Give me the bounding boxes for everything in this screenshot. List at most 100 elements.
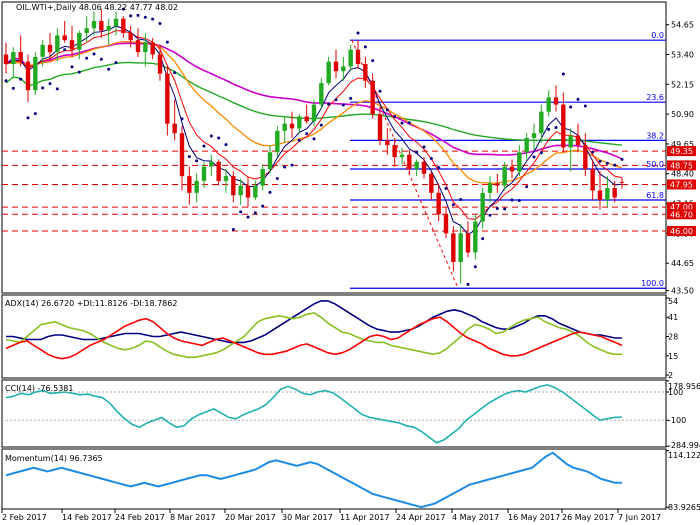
x-tick-label: 11 Apr 2017 bbox=[340, 513, 389, 522]
candle bbox=[18, 35, 23, 67]
candle bbox=[333, 49, 339, 79]
x-tick-label: 7 Jun 2017 bbox=[618, 513, 661, 522]
candle bbox=[465, 221, 471, 258]
momentum-title: Momentum(14) 96.7365 bbox=[5, 454, 103, 463]
y-tick-label: 49.65 bbox=[671, 140, 694, 149]
candle bbox=[143, 33, 148, 67]
candle bbox=[495, 173, 500, 193]
price-tag: 47.95 bbox=[667, 179, 696, 190]
candle bbox=[3, 42, 9, 74]
candle bbox=[509, 159, 515, 179]
y-tick-label: -284.994 bbox=[668, 441, 700, 450]
indicator-line bbox=[5, 311, 622, 359]
candle bbox=[223, 168, 229, 193]
fib-level-label: 61.8 bbox=[646, 191, 664, 200]
candle bbox=[436, 183, 441, 222]
ma-orange-line bbox=[5, 40, 623, 184]
x-tick-label: 8 Mar 2017 bbox=[170, 513, 216, 522]
candle bbox=[84, 16, 89, 43]
candle bbox=[150, 37, 155, 60]
candle bbox=[605, 176, 610, 208]
y-tick-label: 54.65 bbox=[671, 21, 694, 30]
candle bbox=[135, 28, 141, 57]
panel-frame-0 bbox=[1, 1, 667, 294]
candle bbox=[414, 159, 419, 177]
price-tag: 49.35 bbox=[667, 146, 696, 157]
candlesticks bbox=[3, 7, 625, 286]
candle bbox=[231, 171, 236, 203]
x-tick-label: 4 May 2017 bbox=[452, 513, 499, 522]
candle bbox=[194, 173, 199, 203]
panel-frames bbox=[1, 1, 667, 510]
candle bbox=[407, 149, 412, 174]
x-tick-label: 14 Feb 2017 bbox=[62, 513, 112, 522]
cci-title: CCI(14) -76.5381 bbox=[5, 384, 73, 393]
candle bbox=[260, 164, 265, 191]
x-tick-label: 20 Mar 2017 bbox=[225, 513, 276, 522]
candle bbox=[392, 137, 397, 167]
candle bbox=[553, 85, 559, 112]
fib-level-label: 100.0 bbox=[641, 279, 664, 288]
candle bbox=[113, 11, 119, 36]
candle bbox=[612, 180, 617, 203]
y-tick-label: 54 bbox=[668, 297, 678, 306]
candle bbox=[568, 128, 573, 172]
y-tick-label: 100 bbox=[668, 388, 683, 397]
y-tick-label: 52.15 bbox=[671, 80, 694, 89]
candle bbox=[297, 114, 302, 134]
price-tag: 46.70 bbox=[667, 209, 696, 220]
fib-trend-line bbox=[351, 39, 459, 289]
candle bbox=[341, 56, 346, 81]
candle bbox=[69, 25, 75, 57]
svg-text:46.00: 46.00 bbox=[670, 227, 693, 236]
candle bbox=[238, 178, 243, 205]
candle bbox=[355, 40, 361, 69]
y-tick-label: 83.9265 bbox=[668, 503, 700, 512]
svg-text:49.35: 49.35 bbox=[670, 147, 693, 156]
candle bbox=[429, 171, 434, 200]
candle bbox=[245, 176, 251, 208]
panel-frame-3 bbox=[1, 448, 667, 510]
candle bbox=[157, 44, 163, 81]
indicator-line bbox=[5, 316, 623, 360]
candle bbox=[451, 226, 456, 272]
x-axis-labels: 2 Feb 2017 14 Feb 2017 24 Feb 2017 8 Mar 20… bbox=[1, 509, 661, 522]
candle bbox=[289, 111, 295, 138]
candle bbox=[421, 157, 427, 179]
y-tick-label: 2 bbox=[668, 371, 673, 380]
candle bbox=[304, 104, 309, 124]
y-tick-label: 114.1226 bbox=[668, 451, 700, 460]
candle bbox=[458, 223, 463, 284]
candle bbox=[11, 47, 16, 79]
x-tick-label: 30 Mar 2017 bbox=[282, 513, 333, 522]
candle bbox=[531, 123, 537, 150]
y-tick-label: -100 bbox=[668, 416, 686, 425]
candle bbox=[47, 33, 53, 60]
fib-level-label: 0.0 bbox=[651, 31, 664, 40]
candle bbox=[575, 123, 581, 153]
candle bbox=[275, 126, 280, 158]
price-tag: 46.00 bbox=[667, 225, 696, 236]
candle bbox=[370, 73, 375, 119]
fib-level-label: 23.6 bbox=[646, 93, 664, 102]
main-overlays: 0.0 23.6 38.2 50.0 61.8 100.0 bbox=[2, 25, 666, 289]
y-tick-label: 48.40 bbox=[671, 170, 694, 179]
candle bbox=[40, 40, 45, 67]
fib-level-label: 38.2 bbox=[646, 131, 664, 140]
candle bbox=[399, 147, 405, 165]
candle bbox=[121, 16, 126, 38]
x-tick-label: 24 Apr 2017 bbox=[396, 513, 445, 522]
candle bbox=[99, 9, 104, 38]
candle bbox=[443, 207, 449, 239]
x-tick-label: 16 May 2017 bbox=[508, 513, 560, 522]
main-chart-title: OIL.WTI+,Daily 48.06 48.22 47.77 48.02 bbox=[16, 3, 178, 12]
price-tag: 47.00 bbox=[667, 202, 696, 213]
candle bbox=[106, 18, 111, 45]
candle bbox=[487, 176, 493, 203]
candle bbox=[524, 133, 529, 160]
candle bbox=[539, 104, 544, 143]
candle bbox=[282, 116, 287, 143]
candle bbox=[377, 106, 383, 146]
indicator-line bbox=[5, 384, 623, 444]
candle bbox=[311, 99, 317, 127]
